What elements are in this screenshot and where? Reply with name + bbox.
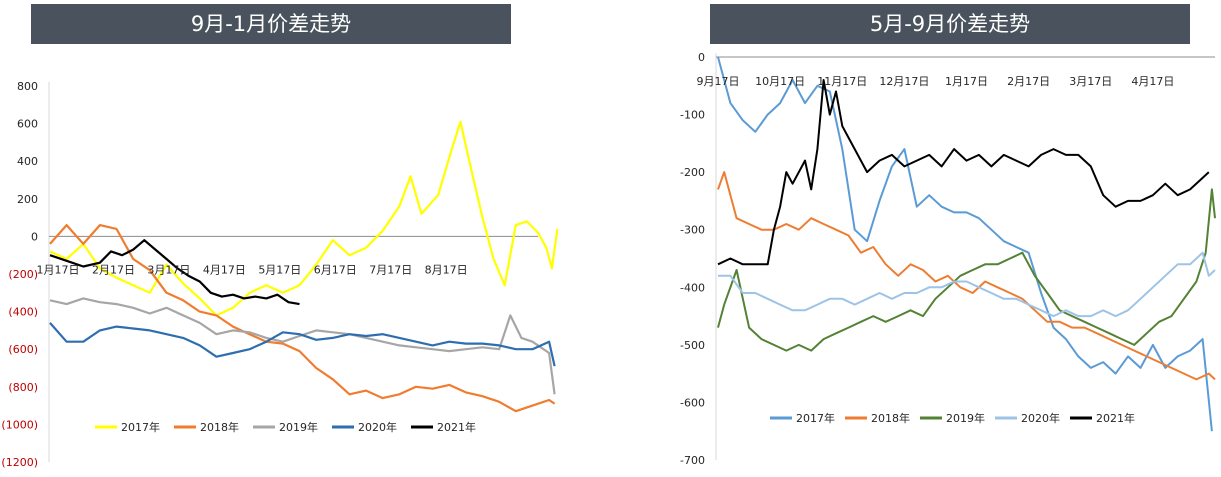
series-line-2021年: [717, 79, 1210, 266]
legend-label: 2021年: [437, 420, 476, 434]
x-tick-label: 6月17日: [314, 263, 357, 276]
legend-label: 2019年: [279, 420, 318, 434]
y-tick-label: (800): [8, 381, 38, 394]
y-tick-label: -200: [680, 166, 705, 179]
y-tick-label: -300: [680, 224, 705, 237]
chart-left-svg: 800 600 400 200 0 (200) (400) (600) (800) (1000) (…: [1, 80, 559, 469]
y-tick-label: (400): [8, 306, 38, 319]
x-tick-label: 1月17日: [37, 263, 80, 276]
legend-label: 2020年: [358, 420, 397, 434]
series-line-2018年: [49, 224, 556, 413]
x-tick-label: 8月17日: [425, 263, 468, 276]
y-tick-label: (600): [8, 343, 38, 356]
series-line-2017年: [717, 56, 1213, 432]
y-tick-label: 0: [698, 51, 705, 64]
x-tick-label: 1月17日: [945, 75, 988, 88]
y-tick-label: (200): [8, 268, 38, 281]
chart-right-svg: 0 -100 -200 -300 -400 -500 -600 -700 9月17日 10月17日…: [680, 51, 1216, 467]
y-tick-label: -100: [680, 109, 705, 122]
y-tick-label: (1000): [1, 418, 38, 431]
series-line-2019年: [49, 297, 556, 395]
y-tick-label: 0: [31, 230, 38, 243]
series-line-2020年: [49, 322, 556, 367]
y-tick-label: 600: [17, 118, 38, 131]
x-tick-label: 4月17日: [1131, 75, 1174, 88]
series-line-2019年: [717, 188, 1216, 352]
legend-label: 2021年: [1096, 411, 1135, 425]
legend-label: 2019年: [946, 411, 985, 425]
chart-title: 9月-1月价差走势: [31, 4, 511, 44]
chart-panel-right: 5月-9月价差走势 0 -100 -200 -300 -400 -500 -600 -700 9…: [610, 0, 1221, 477]
x-tick-label: 9月17日: [697, 75, 740, 88]
y-tick-label: 800: [17, 80, 38, 93]
x-tick-label: 11月17日: [817, 75, 867, 88]
y-tick-label: 200: [17, 193, 38, 206]
series-line-2020年: [718, 251, 1216, 318]
chart-title: 5月-9月价差走势: [710, 4, 1190, 44]
y-tick-label: -400: [680, 281, 705, 294]
x-tick-label: 4月17日: [203, 263, 246, 276]
x-tick-label: 3月17日: [1069, 75, 1112, 88]
legend-label: 2018年: [200, 420, 239, 434]
legend-label: 2018年: [871, 411, 910, 425]
y-tick-label: -500: [680, 339, 705, 352]
x-tick-label: 3月17日: [147, 263, 190, 276]
chart-panel-left: 9月-1月价差走势 800 600 400 200 0 (200) (400) (600) (8…: [0, 0, 600, 477]
x-tick-label: 2月17日: [1007, 75, 1050, 88]
legend-label: 2017年: [121, 420, 160, 434]
legend-label: 2017年: [796, 411, 835, 425]
series-line-2021年: [49, 239, 300, 306]
y-tick-label: 400: [17, 155, 38, 168]
x-tick-label: 2月17日: [92, 263, 135, 276]
y-tick-label: -700: [680, 454, 705, 467]
x-tick-label: 10月17日: [755, 75, 805, 88]
x-tick-label: 5月17日: [258, 263, 301, 276]
y-tick-label: -600: [680, 396, 705, 409]
legend-label: 2020年: [1021, 411, 1060, 425]
x-tick-label: 12月17日: [879, 75, 929, 88]
series-line-2017年: [49, 120, 559, 317]
y-tick-label: (1200): [1, 456, 38, 469]
x-tick-label: 7月17日: [369, 263, 412, 276]
series-line-2018年: [717, 171, 1216, 381]
